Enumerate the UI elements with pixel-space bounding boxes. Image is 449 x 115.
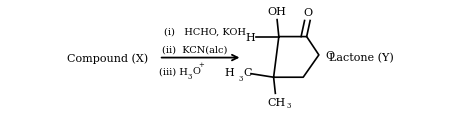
Text: 3: 3 xyxy=(287,101,291,109)
Text: O: O xyxy=(304,7,313,17)
Text: 3: 3 xyxy=(239,74,243,82)
Text: C: C xyxy=(243,67,252,77)
Text: CH: CH xyxy=(267,97,286,107)
Text: Compound (X): Compound (X) xyxy=(66,53,148,63)
Text: H: H xyxy=(224,67,234,77)
Text: 3: 3 xyxy=(187,72,192,80)
Text: (iii) H: (iii) H xyxy=(159,67,188,76)
Text: OH: OH xyxy=(268,7,286,17)
Text: H: H xyxy=(245,32,255,42)
Text: (i)   HCHO, KOH: (i) HCHO, KOH xyxy=(164,27,246,36)
Text: Lactone (Y): Lactone (Y) xyxy=(329,53,394,63)
Text: (ii)  KCN(alc): (ii) KCN(alc) xyxy=(162,45,228,54)
Text: O: O xyxy=(325,50,334,60)
Text: O: O xyxy=(192,67,200,76)
Text: +: + xyxy=(199,60,205,68)
